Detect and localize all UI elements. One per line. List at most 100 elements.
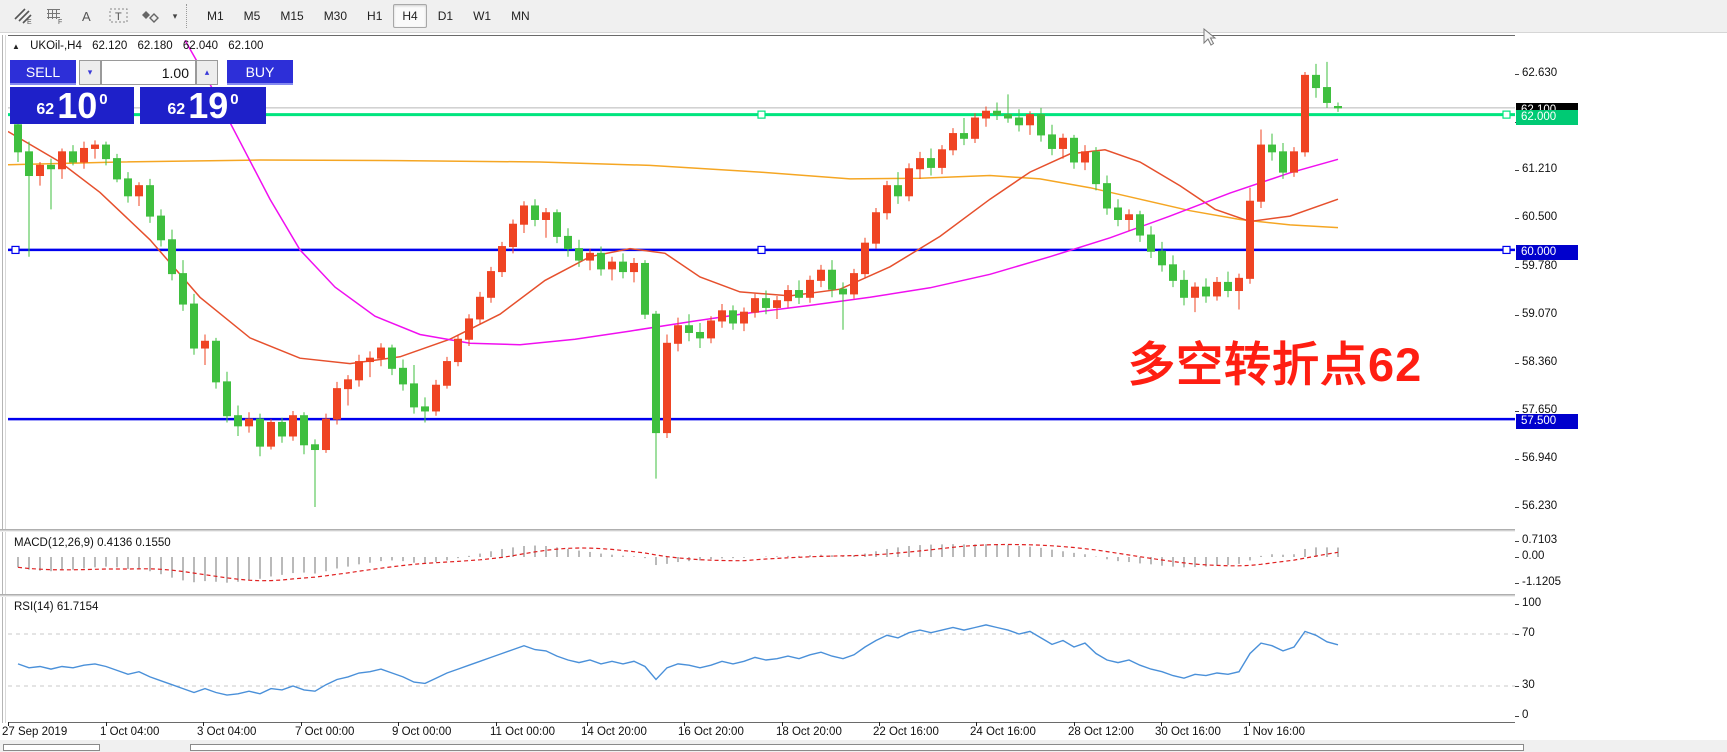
timeframe-m30[interactable]: M30 (323, 9, 348, 23)
time-tick-label: 24 Oct 16:00 (970, 726, 1036, 738)
time-tick (782, 722, 783, 726)
buy-button[interactable]: BUY (227, 60, 293, 85)
candle (1334, 106, 1342, 109)
candle (1004, 114, 1012, 119)
rsi-label: RSI(14) 61.7154 (14, 601, 99, 613)
time-tick-label: 14 Oct 20:00 (581, 726, 647, 738)
grid-icon-f[interactable]: F (40, 3, 70, 29)
candle (872, 212, 880, 244)
candle (718, 310, 726, 322)
volume-input[interactable] (101, 60, 196, 85)
candle (476, 296, 484, 320)
sell-price-pips: 10 (57, 85, 98, 127)
sell-price-box[interactable]: 62 10 0 (10, 87, 134, 124)
candle (630, 262, 638, 273)
candle (58, 151, 66, 170)
toolbar: E F A T ▾ (0, 0, 1727, 33)
shapes-dropdown-caret[interactable]: ▾ (172, 10, 178, 21)
candle (839, 288, 847, 295)
rsi-pane[interactable] (8, 597, 1515, 722)
pane-splitter-rsi[interactable] (0, 594, 1727, 597)
price-tick-label: 62.630 (1522, 67, 1558, 79)
buy-price-box[interactable]: 62 19 0 (140, 87, 266, 124)
candle (245, 418, 253, 427)
candle (531, 205, 539, 220)
volume-up-spinner[interactable]: ▴ (196, 60, 218, 85)
chart-top-border (8, 35, 1720, 36)
candle (586, 252, 594, 261)
price-tick (1515, 458, 1519, 460)
candle (960, 133, 968, 139)
volume-down-spinner[interactable]: ▾ (79, 60, 101, 85)
candle (575, 248, 583, 261)
price-axis[interactable]: 62.63061.92061.21060.50059.78059.07058.3… (1515, 35, 1727, 740)
candle (773, 300, 781, 308)
candle (1246, 200, 1254, 279)
candle (443, 361, 451, 386)
buy-price-pipette: 0 (230, 91, 239, 108)
candle (201, 340, 209, 349)
candle (938, 149, 946, 168)
candle (124, 178, 132, 197)
candle (696, 331, 704, 339)
candle (432, 384, 440, 412)
collapse-arrow-icon[interactable]: ▲ (12, 42, 20, 51)
price-tick-label: 59.070 (1522, 307, 1558, 320)
text-icon[interactable]: A (72, 3, 102, 29)
time-axis[interactable]: 27 Sep 2019 1 Oct 04:00 3 Oct 04:00 7 Oct 0… (0, 722, 1727, 740)
timeframe-m1[interactable]: M1 (207, 9, 224, 23)
candle (806, 279, 814, 298)
time-tick (684, 722, 685, 726)
sell-button[interactable]: SELL (10, 60, 76, 85)
price-tick-label: 61.210 (1522, 163, 1558, 176)
line-handle[interactable] (1502, 245, 1511, 255)
time-tick (8, 722, 9, 726)
macd-pane[interactable] (8, 533, 1515, 593)
sell-price-pipette: 0 (99, 91, 108, 108)
timeframe-w1[interactable]: W1 (473, 9, 492, 23)
time-tick-label: 11 Oct 00:00 (490, 726, 555, 738)
timeframe-h4[interactable]: H4 (393, 4, 427, 28)
timeframe-m15[interactable]: M15 (280, 9, 304, 23)
candle (993, 110, 1001, 116)
window-resize-strip-right[interactable] (190, 744, 1524, 751)
candle (564, 235, 572, 250)
line-handle[interactable] (757, 110, 766, 119)
price-tick (1515, 170, 1519, 172)
main-chart-pane[interactable] (8, 35, 1515, 528)
window-resize-strip-left[interactable] (3, 744, 100, 751)
rsi-tick (1515, 604, 1519, 605)
candle (729, 310, 737, 324)
pane-splitter-macd[interactable] (0, 529, 1727, 532)
timeframe-mn[interactable]: MN (511, 9, 530, 23)
time-tick (879, 722, 880, 726)
shapes-icon[interactable] (136, 3, 166, 29)
timeframe-h1[interactable]: H1 (367, 9, 383, 23)
rsi-tick-label: 100 (1522, 597, 1542, 609)
candle (1081, 151, 1089, 163)
timeframe-m5[interactable]: M5 (243, 9, 261, 23)
rsi-tick-label: 70 (1522, 627, 1535, 639)
candle (1037, 114, 1045, 136)
candle (1213, 281, 1221, 297)
candle (542, 212, 550, 220)
draw-hatch-icon-e[interactable]: E (8, 3, 38, 29)
candle (509, 223, 517, 248)
text-label-icon[interactable]: T (104, 3, 134, 29)
candle (289, 415, 297, 437)
price-tick-label: 59.780 (1522, 259, 1558, 272)
rsi-tick (1515, 686, 1519, 687)
candle (102, 144, 110, 160)
line-handle[interactable] (1502, 110, 1511, 119)
candle (883, 185, 891, 214)
price-tick (1515, 74, 1519, 75)
line-handle[interactable] (757, 245, 766, 255)
time-tick-label: 18 Oct 20:00 (776, 726, 842, 738)
timeframe-d1[interactable]: D1 (437, 9, 454, 23)
macd-tick-label: 0.7103 (1522, 533, 1558, 546)
bottom-strip (0, 740, 1727, 752)
line-handle[interactable] (11, 245, 20, 255)
candle (1048, 134, 1056, 149)
time-tick-label: 1 Oct 04:00 (100, 726, 160, 738)
